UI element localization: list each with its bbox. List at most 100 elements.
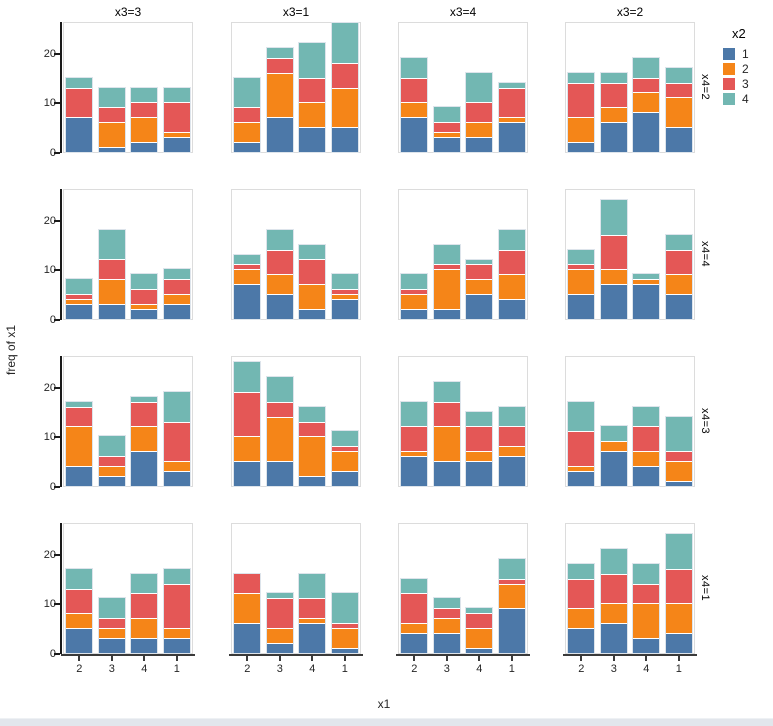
bar-segment-x2-4 xyxy=(433,381,460,402)
stacked-bar xyxy=(633,563,660,653)
stacked-bar xyxy=(331,593,358,653)
bar-segment-x2-1 xyxy=(633,112,660,152)
bar-segment-x2-3 xyxy=(498,87,525,118)
bar-segment-x2-1 xyxy=(466,461,493,486)
bar-segment-x2-2 xyxy=(98,466,125,477)
x-tick-label: 2 xyxy=(76,663,83,675)
stacked-bar xyxy=(98,598,125,653)
bar-segment-x2-1 xyxy=(665,481,692,486)
facet-panel xyxy=(565,22,695,153)
stacked-bar xyxy=(401,578,428,653)
x-tick-label: 1 xyxy=(675,663,682,675)
bar-segment-x2-2 xyxy=(266,72,293,118)
bar-segment-x2-4 xyxy=(633,406,660,427)
stacked-bar xyxy=(66,401,93,486)
bar-segment-x2-1 xyxy=(498,299,525,319)
y-tick-mark xyxy=(54,436,60,439)
bar-segment-x2-4 xyxy=(299,244,326,260)
stacked-bar xyxy=(633,274,660,319)
bar-segment-x2-2 xyxy=(665,461,692,482)
y-tick-mark xyxy=(54,553,60,556)
y-axis-line xyxy=(60,356,62,487)
facet-panel xyxy=(63,22,193,153)
bar-segment-x2-3 xyxy=(66,294,93,300)
bar-segment-x2-4 xyxy=(433,598,460,609)
bar-segment-x2-1 xyxy=(568,294,595,319)
stacked-bar xyxy=(266,229,293,319)
bar-segment-x2-3 xyxy=(331,289,358,295)
bar-segment-x2-1 xyxy=(131,451,158,486)
stacked-bar xyxy=(163,391,190,486)
bar-segment-x2-1 xyxy=(600,623,627,653)
bar-segment-x2-4 xyxy=(131,573,158,594)
x-tick-label: 4 xyxy=(643,663,650,675)
legend-item: 2 xyxy=(723,63,749,75)
x-tick-mark xyxy=(510,656,513,661)
x-tick-label: 2 xyxy=(578,663,585,675)
facet-column-header: x3=2 xyxy=(616,5,644,19)
bar-segment-x2-1 xyxy=(66,466,93,486)
bar-segment-x2-2 xyxy=(433,269,460,310)
bar-segment-x2-3 xyxy=(131,401,158,427)
bar-segment-x2-4 xyxy=(234,361,261,392)
bar-segment-x2-4 xyxy=(98,87,125,108)
bar-segment-x2-3 xyxy=(665,82,692,98)
facet-panel xyxy=(231,189,361,320)
bar-segment-x2-3 xyxy=(568,578,595,609)
bar-segment-x2-3 xyxy=(466,264,493,280)
stacked-bar xyxy=(498,82,525,152)
bar-segment-x2-1 xyxy=(163,638,190,653)
bar-segment-x2-1 xyxy=(401,117,428,152)
bar-segment-x2-2 xyxy=(498,274,525,300)
stacked-bar xyxy=(600,199,627,319)
stacked-bar xyxy=(163,269,190,319)
stacked-bar xyxy=(98,87,125,152)
y-tick-label: 0 xyxy=(49,314,56,326)
bar-segment-x2-3 xyxy=(600,82,627,108)
bar-segment-x2-2 xyxy=(433,132,460,138)
y-axis-line xyxy=(60,189,62,320)
bar-segment-x2-4 xyxy=(498,558,525,579)
bar-segment-x2-2 xyxy=(401,294,428,310)
stacked-bar xyxy=(568,249,595,319)
stacked-bar xyxy=(266,376,293,486)
bar-segment-x2-2 xyxy=(568,608,595,629)
bar-segment-x2-4 xyxy=(163,87,190,103)
legend-item: 4 xyxy=(723,93,749,105)
bar-segment-x2-4 xyxy=(466,608,493,614)
bar-segment-x2-4 xyxy=(600,199,627,235)
bar-segment-x2-1 xyxy=(266,294,293,319)
bar-segment-x2-2 xyxy=(266,416,293,462)
bar-segment-x2-1 xyxy=(66,304,93,319)
bar-segment-x2-1 xyxy=(266,461,293,486)
bar-segment-x2-2 xyxy=(633,279,660,285)
bar-segment-x2-4 xyxy=(131,274,158,290)
bar-segment-x2-2 xyxy=(299,102,326,128)
y-axis-line xyxy=(60,22,62,153)
bar-segment-x2-4 xyxy=(331,23,358,63)
legend-swatch-icon xyxy=(723,78,735,90)
legend-item-label: 2 xyxy=(742,62,749,76)
facet-row-label: x4=3 xyxy=(699,408,711,435)
x-axis-line xyxy=(563,654,697,656)
y-tick-label: 0 xyxy=(49,648,56,660)
x-tick-mark xyxy=(645,656,648,661)
y-tick-label: 20 xyxy=(43,214,56,227)
bar-segment-x2-3 xyxy=(433,122,460,133)
bar-segment-x2-1 xyxy=(131,142,158,152)
x-tick-mark xyxy=(110,656,113,661)
bar-segment-x2-1 xyxy=(633,284,660,319)
bar-segment-x2-3 xyxy=(299,77,326,103)
bar-segment-x2-2 xyxy=(266,274,293,295)
bar-segment-x2-3 xyxy=(234,573,261,594)
stacked-bar xyxy=(568,563,595,653)
bar-segment-x2-1 xyxy=(266,117,293,152)
bar-segment-x2-4 xyxy=(433,107,460,123)
bar-segment-x2-3 xyxy=(131,102,158,118)
stacked-bar xyxy=(498,558,525,653)
bar-segment-x2-2 xyxy=(633,92,660,113)
bar-segment-x2-4 xyxy=(568,72,595,83)
bar-segment-x2-4 xyxy=(331,431,358,447)
bar-segment-x2-2 xyxy=(568,466,595,472)
